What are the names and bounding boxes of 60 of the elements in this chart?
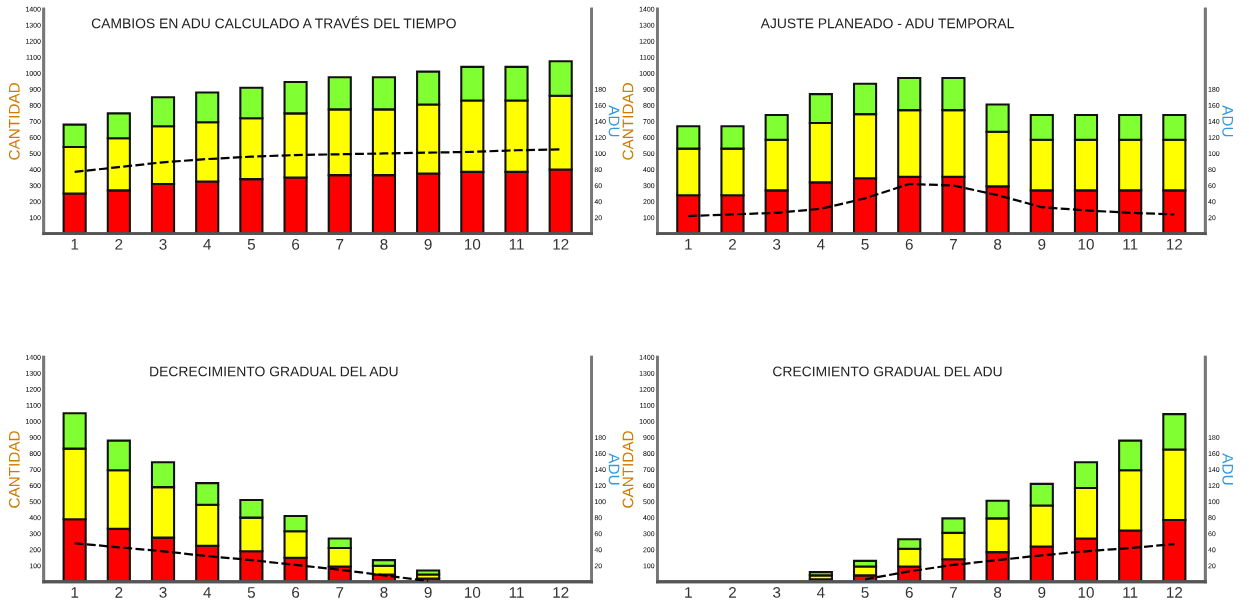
y-axis-title: CANTIDAD: [622, 431, 634, 508]
x-tick-label: 1: [685, 587, 692, 598]
x-tick-label: 3: [773, 238, 781, 250]
x-tick-label: 1: [71, 239, 79, 250]
x-tick-label: 10: [464, 587, 481, 598]
chart-title: CAMBIOS EN ADU CALCULADO A TRAVÉS DEL TIEMPO: [91, 16, 456, 29]
x-tick-label: 2: [729, 587, 736, 598]
y2-axis-title: ADU: [608, 453, 620, 485]
y-axis-title: CANTIDAD: [8, 431, 20, 508]
x-tick-label: 6: [905, 587, 913, 598]
y2-axis-title: ADU: [608, 105, 620, 137]
x-tick-label: 3: [159, 238, 167, 250]
x-tick-label: 9: [424, 587, 432, 598]
x-tick-label: 8: [380, 587, 388, 598]
x-tick-label: 12: [553, 238, 569, 250]
x-tick-label: 3: [159, 587, 167, 598]
x-tick-label: 5: [247, 587, 255, 598]
x-tick-label: 9: [424, 238, 432, 250]
x-tick-label: 1: [685, 239, 692, 250]
text: DECRECIMIENTO GRADUAL DEL ADU: [150, 366, 398, 377]
x-tick-label: 5: [861, 239, 869, 250]
x-tick-label: 3: [773, 587, 781, 598]
x-tick-label: 4: [816, 587, 825, 598]
y2-axis-title: ADU: [1222, 105, 1233, 137]
x-tick-label: 11: [509, 587, 524, 598]
x-tick-label: 7: [336, 587, 344, 598]
x-tick-label: 8: [994, 587, 1002, 598]
x-tick-label: 11: [509, 239, 524, 250]
x-tick-label: 4: [203, 587, 212, 598]
x-tick-label: 9: [1038, 238, 1046, 250]
x-tick-label: 5: [247, 239, 255, 250]
x-tick-label: 2: [115, 238, 123, 250]
x-tick-label: 6: [292, 587, 300, 598]
x-tick-label: 2: [729, 238, 736, 250]
y-axis-title: CANTIDAD: [622, 83, 634, 160]
x-tick-label: 7: [336, 239, 344, 250]
x-tick-label: 10: [1078, 238, 1094, 250]
x-tick-label: 12: [1167, 587, 1183, 598]
x-tick-label: 12: [1167, 238, 1183, 250]
x-tick-label: 9: [1038, 587, 1046, 598]
x-tick-label: 5: [861, 587, 869, 598]
x-tick-label: 11: [1123, 587, 1138, 598]
x-tick-label: 7: [949, 587, 957, 598]
x-tick-label: 11: [1123, 239, 1138, 250]
y2-axis-title: ADU: [1222, 453, 1233, 485]
x-tick-label: 8: [380, 238, 388, 250]
x-tick-label: 8: [994, 238, 1002, 250]
x-tick-label: 6: [292, 238, 300, 250]
x-tick-label: 1: [71, 587, 79, 598]
x-tick-label: 6: [905, 238, 913, 250]
y-axis-title: CANTIDAD: [8, 83, 20, 160]
x-tick-label: 10: [1078, 587, 1094, 598]
x-tick-label: 10: [464, 238, 481, 250]
x-tick-label: 2: [115, 587, 123, 598]
text: AJUSTE PLANEADO - ADU TEMPORAL: [760, 18, 1014, 29]
text: CRECIMIENTO GRADUAL DEL ADU: [773, 366, 1002, 377]
x-tick-label: 12: [553, 587, 569, 598]
x-tick-label: 4: [203, 239, 212, 250]
x-tick-label: 4: [816, 239, 825, 250]
x-tick-label: 7: [949, 239, 957, 250]
